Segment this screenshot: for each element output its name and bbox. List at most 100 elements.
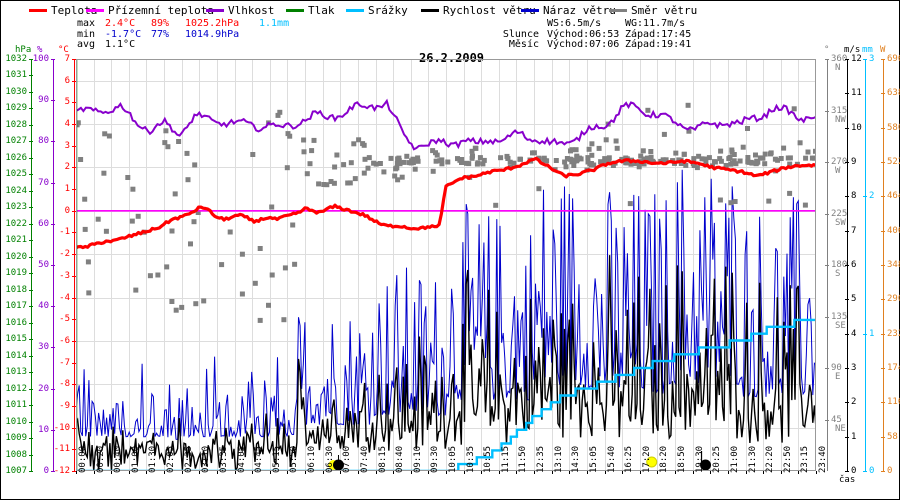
x-tick-label: 23:40 (818, 445, 828, 473)
series-point-wind-direction (562, 159, 568, 165)
x-tickmark (710, 471, 711, 474)
series-point-wind-direction (192, 162, 198, 168)
axis-tickmark (29, 158, 33, 159)
axis-tick-label-temperature: -7 (59, 358, 70, 368)
series-point-wind-direction (589, 152, 595, 158)
legend-item-0: Teplota (29, 3, 97, 19)
series-point-wind-direction (691, 156, 697, 162)
series-point-wind-direction (541, 156, 547, 162)
axis-line-temperature (74, 59, 75, 471)
x-tickmark (305, 471, 306, 474)
x-tickmark (111, 471, 112, 474)
series-point-wind-direction (415, 158, 421, 164)
series-point-wind-direction (345, 180, 351, 186)
series-point-wind-direction (505, 156, 511, 161)
axis-tick-label-windspeed: 1 (851, 432, 857, 442)
x-tick-label: 17:20 (641, 445, 652, 473)
series-point-wind-direction (430, 168, 436, 174)
series-point-wind-direction (284, 165, 290, 171)
sunset-marker-icon (646, 456, 658, 468)
series-point-wind-direction (702, 156, 707, 162)
series-point-wind-direction (536, 155, 542, 161)
series-point-wind-direction (586, 146, 592, 152)
series-point-wind-direction (731, 158, 737, 164)
legend-label: Teplota (51, 4, 98, 17)
series-point-wind-direction (745, 159, 751, 165)
series-point-wind-direction (290, 222, 296, 228)
x-tick-label: 22:50 (782, 445, 793, 473)
series-point-wind-direction (717, 156, 723, 162)
axis-tickmark (29, 75, 33, 76)
series-point-wind-direction (269, 204, 275, 210)
x-tickmark (728, 471, 729, 474)
x-tick-label: 10:55 (483, 445, 494, 473)
series-point-wind-direction (718, 148, 724, 154)
x-tickmark (499, 471, 500, 474)
x-tick-label: 16:25 (624, 445, 635, 473)
axis-tickmark (51, 59, 55, 60)
series-point-wind-direction (683, 162, 689, 168)
axis-tick-label-radiation: 58 (887, 432, 898, 442)
axis-tickmark (72, 363, 76, 364)
series-point-wind-direction (469, 148, 475, 154)
series-point-wind-direction (179, 304, 185, 310)
axis-tick-label-temperature: -10 (53, 423, 70, 433)
axis-tickmark (825, 368, 829, 369)
legend-item-5: Rychlost větru (421, 3, 536, 19)
axis-tickmark (51, 430, 55, 431)
moon-rise: Východ:07:06 (547, 39, 620, 50)
x-tickmark (781, 471, 782, 474)
series-point-wind-direction (351, 141, 357, 147)
sun-label: Slunce (502, 28, 539, 40)
x-tickmark (411, 471, 412, 474)
legend-label: Směr větru (631, 4, 698, 17)
moon-set: Západ:19:41 (625, 39, 692, 50)
x-tickmark (235, 471, 236, 474)
series-point-wind-direction (125, 175, 131, 180)
axis-tick-label-pressure: 1019 (5, 268, 27, 278)
x-tickmark (217, 471, 218, 474)
axis-tick-label-direction: 315 (831, 106, 848, 116)
series-point-wind-direction (797, 140, 803, 146)
axis-tickmark (825, 59, 829, 60)
series-point-wind-direction (574, 153, 580, 159)
x-tickmark (552, 471, 553, 474)
x-tickmark (199, 471, 200, 474)
x-tickmark (798, 471, 799, 474)
series-point-wind-direction (663, 157, 669, 163)
axis-tick-label-pressure: 1030 (5, 87, 27, 97)
series-point-wind-direction (307, 161, 313, 167)
legend-item-3: Tlak (286, 3, 335, 19)
axis-tick-label-temperature: -9 (59, 401, 70, 411)
axis-tickmark (72, 428, 76, 429)
axis-tickmark (29, 92, 33, 93)
series-point-wind-direction (703, 159, 709, 165)
series-point-wind-direction (598, 159, 604, 165)
x-tick-label: 11:50 (518, 445, 529, 473)
axis-unit-windspeed: m/s (844, 45, 861, 55)
series-point-wind-direction (498, 155, 504, 161)
axis-tick-label-windspeed: 10 (851, 123, 862, 133)
axis-tick-label-temperature: 5 (64, 97, 70, 107)
axis-line-rain (865, 59, 866, 471)
axis-tick-label-temperature: -2 (59, 249, 70, 259)
series-point-wind-direction (332, 164, 338, 170)
series-point-wind-direction (723, 163, 729, 168)
series-point-wind-direction (678, 161, 684, 166)
x-tickmark (376, 471, 377, 474)
axis-tick-label-pressure: 1009 (5, 433, 27, 443)
axis-tickmark (29, 257, 33, 258)
moon-label: Měsíc (508, 39, 539, 50)
axis-unit-direction: ° (824, 45, 830, 55)
axis-tickmark (863, 334, 867, 335)
axis-tickmark (881, 402, 885, 403)
axis-tickmark (29, 372, 33, 373)
axis-tick-label-humidity: 0 (43, 466, 49, 476)
axis-tickmark (72, 384, 76, 385)
legend-item-6: Náraz větru (521, 3, 616, 19)
series-point-wind-direction (696, 153, 702, 159)
axis-tick-label-direction: 225 (831, 209, 848, 219)
series-point-wind-direction (169, 228, 175, 234)
series-point-wind-direction (630, 161, 636, 167)
series-point-wind-direction (163, 128, 169, 134)
